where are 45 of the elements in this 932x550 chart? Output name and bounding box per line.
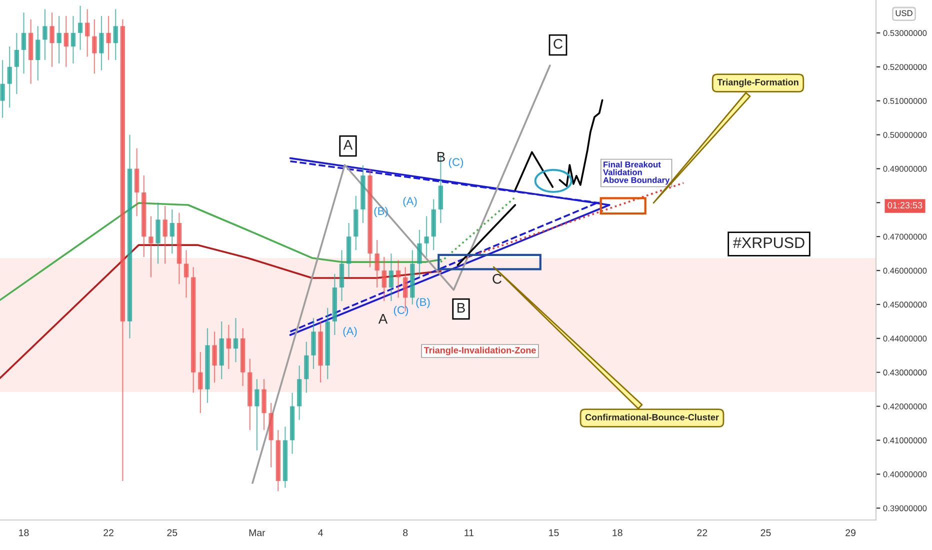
x-tick-label: 15 xyxy=(549,529,559,536)
annotation: B xyxy=(458,303,465,313)
annotation: Final Breakout Validation Above Boundary xyxy=(603,161,670,185)
x-tick-label: 22 xyxy=(104,529,114,536)
text: 01:23:53 xyxy=(888,202,922,208)
annotation: #XRPUSD xyxy=(732,237,804,248)
annotation: A xyxy=(378,314,388,324)
y-tick-label: 0.42000000 xyxy=(883,403,927,410)
annotation: (B) xyxy=(374,206,388,218)
annotation: (A) xyxy=(403,196,417,208)
annotation: (C) xyxy=(448,158,464,168)
x-tick-label: 18 xyxy=(19,529,29,536)
y-tick-label: 0.43000000 xyxy=(883,370,927,376)
annotation: (C) xyxy=(394,306,408,316)
y-axis-title: USD xyxy=(896,10,912,16)
x-tick-label: 22 xyxy=(697,529,708,536)
x-tick-label: Mar xyxy=(249,529,266,536)
annotation: Triangle-Formation xyxy=(717,78,798,88)
x-tick-label: 25 xyxy=(760,529,771,536)
annotation: A xyxy=(343,140,353,150)
x-tick-label: 25 xyxy=(167,529,178,536)
y-tick-label: 0.52000000 xyxy=(883,64,927,70)
x-tick-label: 18 xyxy=(612,529,622,536)
x-tick-label: 8 xyxy=(403,529,408,536)
y-tick-label: 0.46000000 xyxy=(883,268,927,274)
y-tick-label: 0.40000000 xyxy=(883,471,927,478)
annotation: (A) xyxy=(343,326,357,338)
x-tick-label: 4 xyxy=(318,529,323,536)
y-tick-label: 0.39000000 xyxy=(883,505,927,512)
annotation: (B) xyxy=(416,298,430,308)
y-tick-label: 0.51000000 xyxy=(883,98,927,104)
x-tick-label: 29 xyxy=(846,529,856,536)
band-label: Triangle-Invalidation-Zone xyxy=(424,346,536,356)
annotation: C xyxy=(554,38,562,49)
y-tick-label: 0.44000000 xyxy=(883,336,927,342)
y-tick-label: 0.45000000 xyxy=(883,302,927,308)
annotation: C xyxy=(492,274,502,284)
annotation: B xyxy=(438,152,445,162)
y-tick-label: 0.53000000 xyxy=(883,30,927,36)
annotation: Confirmational-Bounce-Cluster xyxy=(585,414,719,420)
y-tick-label: 0.50000000 xyxy=(883,132,927,138)
x-tick-label: 11 xyxy=(464,529,474,536)
y-tick-label: 0.41000000 xyxy=(883,437,927,444)
y-tick-label: 0.47000000 xyxy=(883,234,927,240)
y-tick-label: 0.49000000 xyxy=(883,166,927,172)
